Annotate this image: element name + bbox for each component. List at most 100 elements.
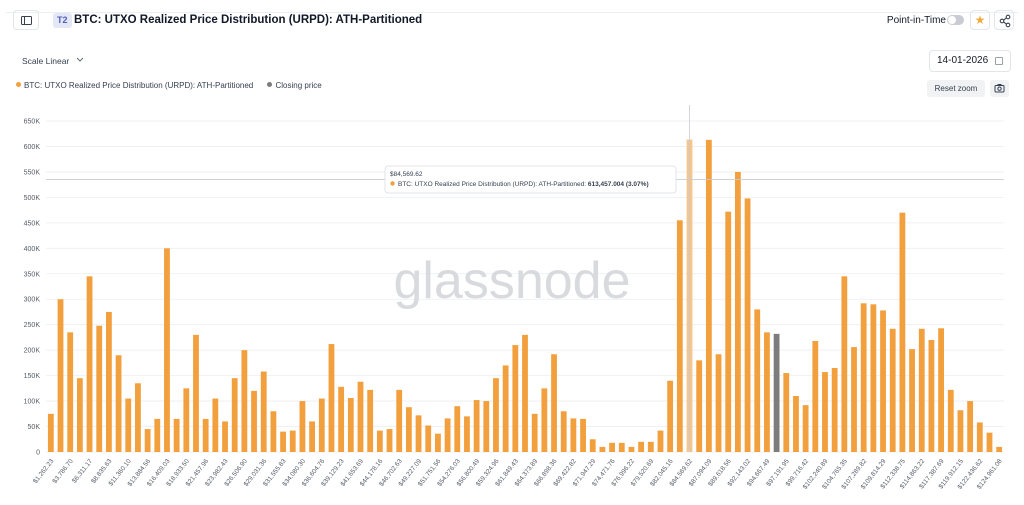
bar[interactable] [802, 405, 809, 452]
bar[interactable] [415, 415, 422, 452]
bar[interactable] [541, 388, 548, 452]
bar[interactable] [183, 388, 190, 452]
bar[interactable] [560, 411, 567, 452]
bar[interactable] [986, 432, 993, 452]
bar[interactable] [822, 372, 828, 452]
point-in-time-toggle[interactable] [947, 15, 964, 25]
bar[interactable] [841, 276, 848, 452]
bar[interactable] [928, 339, 935, 452]
bar[interactable] [909, 349, 915, 452]
bar[interactable] [870, 304, 877, 452]
bar[interactable] [251, 390, 257, 452]
bar[interactable] [367, 389, 374, 452]
bar[interactable] [338, 386, 345, 452]
bar[interactable] [173, 418, 180, 452]
bar[interactable] [667, 380, 674, 452]
bar[interactable] [502, 365, 509, 452]
share-button[interactable] [994, 10, 1014, 30]
bar[interactable] [260, 371, 267, 452]
bar[interactable] [715, 354, 722, 452]
bar[interactable] [328, 344, 335, 452]
screenshot-button[interactable] [990, 80, 1009, 97]
legend-item-closing-price[interactable]: Closing price [267, 81, 322, 90]
bar[interactable] [105, 311, 112, 452]
bar[interactable] [609, 442, 615, 452]
bar-closing-price[interactable] [773, 333, 780, 452]
bar[interactable] [889, 328, 896, 452]
bar[interactable] [783, 373, 790, 452]
legend-item-urpd[interactable]: BTC: UTXO Realized Price Distribution (U… [16, 81, 253, 90]
bar[interactable] [638, 441, 645, 452]
bar[interactable] [744, 198, 751, 452]
bar[interactable] [551, 354, 557, 452]
bar[interactable] [164, 248, 170, 452]
bar[interactable] [754, 309, 761, 452]
bar[interactable] [947, 389, 954, 452]
bar[interactable] [570, 418, 577, 452]
date-picker[interactable]: 14-01-2026 [929, 50, 1011, 72]
bar[interactable] [309, 421, 316, 452]
bar[interactable] [764, 332, 770, 452]
bar[interactable] [725, 211, 732, 452]
bar[interactable] [589, 439, 596, 452]
bar[interactable] [435, 433, 441, 452]
bar[interactable] [96, 325, 103, 452]
bar[interactable] [860, 303, 867, 452]
bar[interactable] [193, 334, 199, 452]
bar[interactable] [144, 429, 151, 452]
bar[interactable] [812, 340, 819, 452]
bar[interactable] [647, 441, 654, 452]
bar[interactable] [473, 400, 480, 452]
bar[interactable] [899, 212, 906, 452]
bar[interactable] [996, 446, 1003, 452]
bar[interactable] [299, 401, 306, 452]
bar[interactable] [493, 378, 499, 452]
bar[interactable] [880, 310, 886, 452]
bar[interactable] [831, 367, 838, 452]
bar[interactable] [696, 360, 703, 452]
bar[interactable] [280, 431, 286, 452]
bar[interactable] [454, 406, 461, 452]
scale-selector[interactable]: Scale Linear [22, 56, 85, 66]
bar[interactable] [657, 430, 664, 452]
bar[interactable] [793, 395, 799, 452]
bar[interactable] [67, 332, 74, 452]
bar[interactable] [444, 418, 451, 452]
bar[interactable] [628, 446, 635, 452]
bar[interactable] [599, 446, 606, 452]
bar[interactable] [241, 350, 248, 452]
bar[interactable] [386, 429, 393, 452]
bar[interactable] [851, 347, 857, 452]
bar[interactable] [918, 328, 925, 452]
bar[interactable] [47, 413, 54, 452]
bar[interactable] [976, 422, 983, 452]
bar[interactable] [357, 381, 364, 452]
bar[interactable] [57, 299, 64, 452]
bar[interactable] [705, 139, 712, 452]
bar[interactable] [483, 401, 490, 452]
bar[interactable] [222, 421, 228, 452]
bar[interactable] [347, 398, 354, 452]
bar[interactable] [202, 418, 209, 452]
sidebar-toggle-button[interactable] [13, 10, 39, 30]
bar[interactable] [580, 418, 586, 452]
bar[interactable] [405, 407, 412, 452]
reset-zoom-button[interactable]: Reset zoom [927, 80, 985, 97]
bar[interactable] [154, 418, 161, 452]
bar[interactable] [512, 345, 519, 452]
bar[interactable] [86, 276, 93, 452]
bar[interactable] [270, 411, 277, 452]
favorite-button[interactable]: ★ [970, 10, 990, 30]
bar[interactable] [125, 398, 132, 452]
bar[interactable] [522, 334, 528, 452]
bar[interactable] [115, 355, 122, 452]
bar[interactable] [212, 398, 219, 452]
bar[interactable] [231, 378, 238, 452]
bar[interactable] [618, 442, 625, 452]
bar[interactable] [967, 401, 974, 452]
bar[interactable] [376, 430, 383, 452]
bar[interactable] [676, 220, 683, 452]
bar[interactable] [425, 425, 432, 452]
bar[interactable] [531, 413, 538, 452]
bar[interactable] [957, 410, 964, 452]
